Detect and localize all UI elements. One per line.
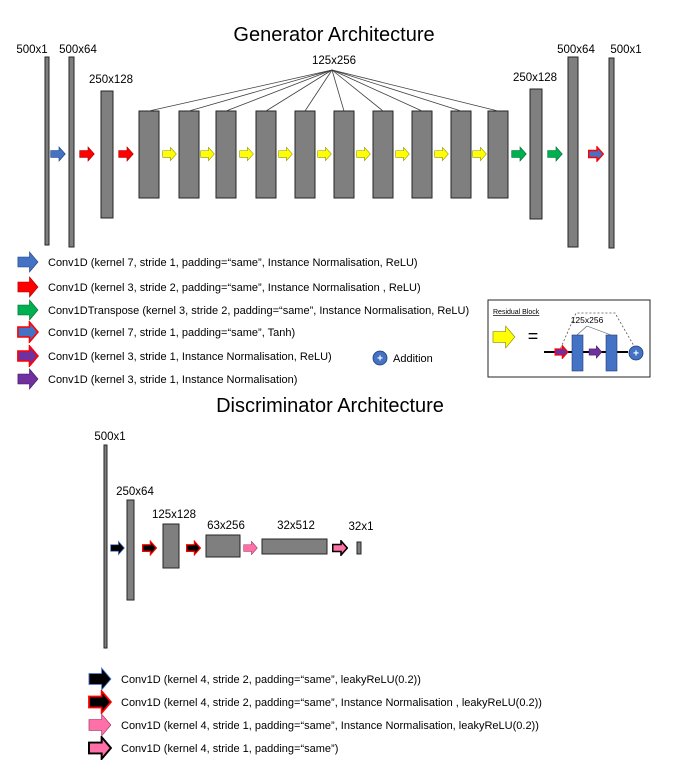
yellow-arrow-icon [200,146,215,162]
gen-up1-bar [529,88,543,220]
legend-black-red-outline-arrow-icon [88,690,112,714]
residual-bar [333,110,355,199]
gen-up2-label: 500x64 [557,44,595,56]
legend-black-arrow-icon [88,667,112,691]
gen-input-bar [44,56,50,246]
residual-addition-symbol: + [633,349,639,360]
residual-block-title: Residual Block [493,309,540,316]
residual-bar [411,110,433,199]
legend-purple-arrow-icon [17,368,39,390]
gen-residual-label: 125x256 [312,55,356,67]
residual-block-box: Residual Block = 125x256 + [487,299,651,378]
red-arrow-icon [79,146,95,162]
disc-legend-text: Conv1D (kernel 4, stride 2, padding=“sam… [121,697,542,709]
pink-arrow-icon [243,540,258,556]
yellow-arrow-icon [317,146,332,162]
gen-legend-text: Conv1D (kernel 7, stride 1, padding=“sam… [48,327,295,339]
residual-conv-bar [605,334,618,372]
disc-legend-text: Conv1D (kernel 4, stride 2, padding=“sam… [121,674,421,686]
green-arrow-icon [547,146,563,162]
yellow-arrow-icon [356,146,371,162]
residual-bar [215,110,237,199]
yellow-arrow-icon [239,146,254,162]
disc-input-bar [103,444,108,649]
legend-blue-arrow-icon [17,251,39,273]
gen-output-bar [608,57,615,249]
addition-label: Addition [393,353,433,365]
blue-arrow-icon [50,146,66,162]
residual-addition-icon [628,345,644,361]
residual-skip-line [558,312,635,353]
discriminator-legend: Conv1D (kernel 4, stride 2, padding=“sam… [88,667,542,760]
disc-l5-label: 32x1 [349,521,374,533]
disc-legend-text: Conv1D (kernel 4, stride 1, padding=“sam… [121,720,539,732]
legend-red-arrow-icon [17,276,39,298]
gen-legend-text: Conv1DTranspose (kernel 3, stride 2, pad… [48,305,469,317]
residual-bar [294,110,316,199]
gen-residual-bars [138,110,509,199]
generator-legend: Conv1D (kernel 7, stride 1, padding=“sam… [17,251,469,390]
gen-output-label: 500x1 [610,44,641,56]
gen-residual-fan-lines [148,69,499,112]
residual-bar [372,110,394,199]
yellow-arrow-icon [162,146,177,162]
legend-blue-red-outline-arrow-icon [17,321,39,343]
disc-l2-bar [162,523,180,569]
gen-down1-bar [100,90,114,219]
pink-black-outline-arrow-icon [332,540,348,556]
disc-l4-label: 32x512 [277,520,315,532]
gen-legend-text: Conv1D (kernel 3, stride 2, padding=“sam… [48,282,421,294]
disc-legend-text: Conv1D (kernel 4, stride 1, padding=“sam… [121,743,338,755]
residual-bar [255,110,277,199]
blue-red-outline-arrow-icon [588,146,604,162]
residual-conv-bar [571,334,584,372]
gen-up2-bar [567,56,579,248]
yellow-arrow-icon [434,146,449,162]
disc-l3-bar [205,534,241,558]
gen-legend-text: Conv1D (kernel 3, stride 1, Instance Nor… [48,374,297,386]
residual-size-label: 125x256 [571,315,604,325]
legend-pink-arrow-icon [88,713,112,737]
gen-conv1-label: 500x64 [59,44,97,56]
disc-l5-bar [356,541,362,555]
residual-equals: = [528,326,539,346]
red-arrow-icon [118,146,134,162]
gen-flow-arrows [50,146,604,162]
generator-title: Generator Architecture [233,24,434,46]
yellow-arrow-icon [395,146,410,162]
discriminator-title: Discriminator Architecture [216,395,444,417]
addition-symbol: + [377,354,383,365]
gen-legend-text: Conv1D (kernel 3, stride 1, Instance Nor… [48,351,332,363]
residual-bar [138,110,160,199]
green-arrow-icon [511,146,527,162]
black-arrow-icon [110,540,125,556]
disc-l3-label: 63x256 [207,520,245,532]
gen-input-label: 500x1 [16,44,47,56]
residual-bar [178,110,200,199]
disc-l2-label: 125x128 [152,509,196,521]
legend-pink-black-outline-arrow-icon [88,736,112,760]
yellow-arrow-icon [472,146,487,162]
disc-input-label: 500x1 [94,431,125,443]
residual-bar [450,110,472,199]
gen-legend-text: Conv1D (kernel 7, stride 1, padding=“sam… [48,257,418,269]
residual-bar [487,110,509,199]
addition-icon [372,350,388,366]
gen-conv1-bar [68,56,75,248]
black-red-outline-arrow-icon [186,540,201,556]
gen-down1-label: 250x128 [89,74,133,86]
disc-l4-bar [261,538,328,555]
disc-l1-label: 250x64 [116,486,154,498]
disc-l1-bar [126,499,135,601]
yellow-arrow-icon [278,146,293,162]
black-red-outline-arrow-icon [142,540,157,556]
legend-purple-red-outline-arrow-icon [17,345,39,367]
legend-green-arrow-icon [17,299,39,321]
gen-up1-label: 250x128 [513,72,557,84]
